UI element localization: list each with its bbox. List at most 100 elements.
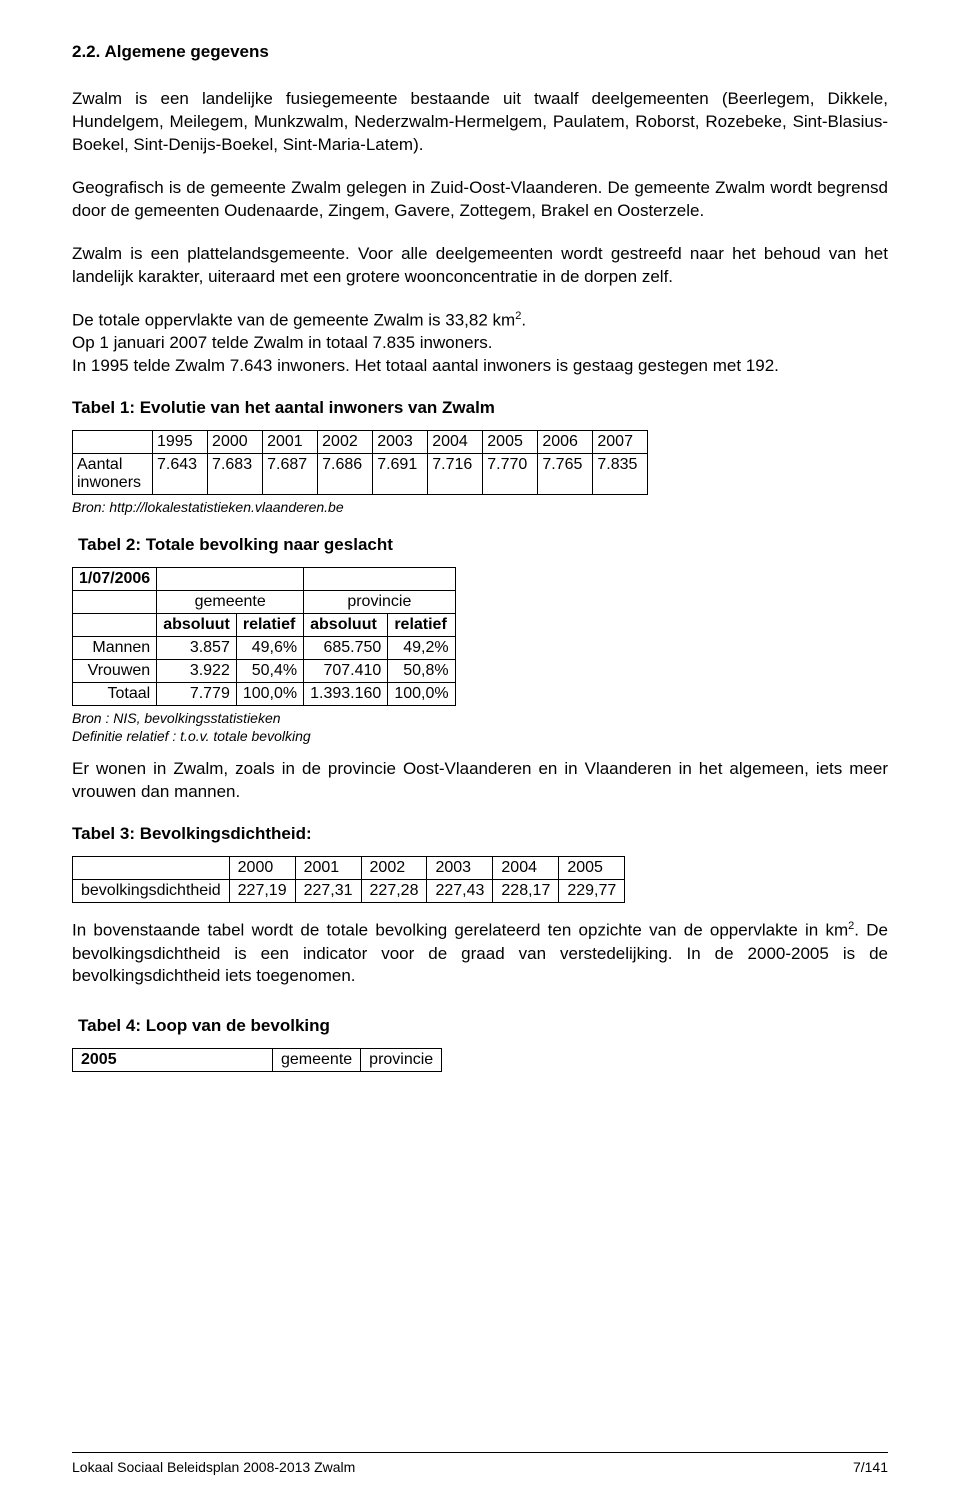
table-header: 2001 [295, 856, 361, 879]
table-header: relatief [236, 614, 303, 637]
table-cell: 50,4% [236, 660, 303, 683]
table-header: 2002 [361, 856, 427, 879]
table2-title: Tabel 2: Totale bevolking naar geslacht [78, 535, 888, 555]
table-header: 2002 [318, 431, 373, 454]
table-cell-empty [157, 568, 304, 591]
table-row: 2000 2001 2002 2003 2004 2005 [73, 856, 625, 879]
table-header: absoluut [157, 614, 237, 637]
area-text: De totale oppervlakte van de gemeente Zw… [72, 310, 515, 329]
table-cell: 7.765 [538, 454, 593, 495]
table-cell: 49,2% [388, 637, 455, 660]
table-cell-empty [73, 431, 153, 454]
table-cell: 7.683 [208, 454, 263, 495]
table-cell: 100,0% [388, 683, 455, 706]
table2-source2: Definitie relatief : t.o.v. totale bevol… [72, 728, 888, 744]
table-header: 2005 [483, 431, 538, 454]
table-row: Aantal inwoners 7.643 7.683 7.687 7.686 … [73, 454, 648, 495]
table-rowlabel: Mannen [73, 637, 157, 660]
table-header: relatief [388, 614, 455, 637]
table-cell: 49,6% [236, 637, 303, 660]
table-row: Vrouwen 3.922 50,4% 707.410 50,8% [73, 660, 456, 683]
table-header: 2003 [427, 856, 493, 879]
table-header: 2000 [229, 856, 295, 879]
table-cell: 50,8% [388, 660, 455, 683]
table-header-gemeente: gemeente [273, 1049, 361, 1072]
table3-title: Tabel 3: Bevolkingsdichtheid: [72, 824, 888, 844]
table-header: 1995 [153, 431, 208, 454]
population-1995: In 1995 telde Zwalm 7.643 inwoners. Het … [72, 356, 779, 375]
footer-page-number: 7/141 [853, 1459, 888, 1475]
table-header: 2005 [559, 856, 625, 879]
table-cell: 7.691 [373, 454, 428, 495]
table-cell: 7.770 [483, 454, 538, 495]
table-cell: 100,0% [236, 683, 303, 706]
table-cell-empty [73, 856, 230, 879]
table4-year: 2005 [73, 1049, 273, 1072]
table-header: absoluut [304, 614, 388, 637]
table-header: 2007 [593, 431, 648, 454]
paragraph-gender: Er wonen in Zwalm, zoals in de provincie… [72, 758, 888, 804]
table-header: 2001 [263, 431, 318, 454]
table2: 1/07/2006 gemeente provincie absoluut re… [72, 567, 456, 706]
table-cell: 7.716 [428, 454, 483, 495]
population-2007: Op 1 januari 2007 telde Zwalm in totaal … [72, 333, 493, 352]
table-cell: 7.835 [593, 454, 648, 495]
table-cell: 685.750 [304, 637, 388, 660]
table-row: Mannen 3.857 49,6% 685.750 49,2% [73, 637, 456, 660]
table1-source: Bron: http://lokalestatistieken.vlaander… [72, 499, 888, 515]
table-cell-empty [304, 568, 455, 591]
table1-title: Tabel 1: Evolutie van het aantal inwoner… [72, 398, 888, 418]
table2-source1: Bron : NIS, bevolkingsstatistieken [72, 710, 888, 726]
table3: 2000 2001 2002 2003 2004 2005 bevolkings… [72, 856, 625, 903]
table-cell: 227,28 [361, 879, 427, 902]
table-header: 2004 [493, 856, 559, 879]
table-row: 2005 gemeente provincie [73, 1049, 442, 1072]
table-cell: 707.410 [304, 660, 388, 683]
table2-date: 1/07/2006 [73, 568, 157, 591]
table-cell: 7.687 [263, 454, 318, 495]
table-row: 1995 2000 2001 2002 2003 2004 2005 2006 … [73, 431, 648, 454]
table-row: gemeente provincie [73, 591, 456, 614]
table-rowlabel: Totaal [73, 683, 157, 706]
table-cell: 229,77 [559, 879, 625, 902]
area-text-end: . [521, 310, 526, 329]
paragraph-intro: Zwalm is een landelijke fusiegemeente be… [72, 88, 888, 157]
table4-title: Tabel 4: Loop van de bevolking [78, 1016, 888, 1036]
paragraph-character: Zwalm is een plattelandsgemeente. Voor a… [72, 243, 888, 289]
page-footer: Lokaal Sociaal Beleidsplan 2008-2013 Zwa… [72, 1459, 888, 1475]
table-cell: 7.779 [157, 683, 237, 706]
table-row: 1/07/2006 [73, 568, 456, 591]
document-page: 2.2. Algemene gegevens Zwalm is een land… [0, 0, 960, 1509]
table-header: 2004 [428, 431, 483, 454]
table-header-provincie: provincie [361, 1049, 442, 1072]
table1: 1995 2000 2001 2002 2003 2004 2005 2006 … [72, 430, 648, 495]
section-heading: 2.2. Algemene gegevens [72, 42, 888, 62]
table-cell: 3.922 [157, 660, 237, 683]
paragraph-density: In bovenstaande tabel wordt de totale be… [72, 919, 888, 988]
table-header: 2003 [373, 431, 428, 454]
table-rowlabel: Vrouwen [73, 660, 157, 683]
density-text-a: In bovenstaande tabel wordt de totale be… [72, 921, 848, 940]
table-rowlabel: Aantal inwoners [73, 454, 153, 495]
table-cell: 7.686 [318, 454, 373, 495]
table-cell-empty [73, 591, 157, 614]
table-header: 2006 [538, 431, 593, 454]
table-row: absoluut relatief absoluut relatief [73, 614, 456, 637]
table-row: Totaal 7.779 100,0% 1.393.160 100,0% [73, 683, 456, 706]
table-cell: 227,43 [427, 879, 493, 902]
table-header: 2000 [208, 431, 263, 454]
table-cell: 1.393.160 [304, 683, 388, 706]
footer-separator [72, 1452, 888, 1453]
table-row: bevolkingsdichtheid 227,19 227,31 227,28… [73, 879, 625, 902]
table-cell: 228,17 [493, 879, 559, 902]
table-header-provincie: provincie [304, 591, 455, 614]
paragraph-area-population: De totale oppervlakte van de gemeente Zw… [72, 309, 888, 378]
footer-title: Lokaal Sociaal Beleidsplan 2008-2013 Zwa… [72, 1459, 355, 1475]
paragraph-geography: Geografisch is de gemeente Zwalm gelegen… [72, 177, 888, 223]
table-cell-empty [73, 614, 157, 637]
table-cell: 227,19 [229, 879, 295, 902]
table-cell: 7.643 [153, 454, 208, 495]
table-rowlabel: bevolkingsdichtheid [73, 879, 230, 902]
table4: 2005 gemeente provincie [72, 1048, 442, 1072]
table-cell: 227,31 [295, 879, 361, 902]
